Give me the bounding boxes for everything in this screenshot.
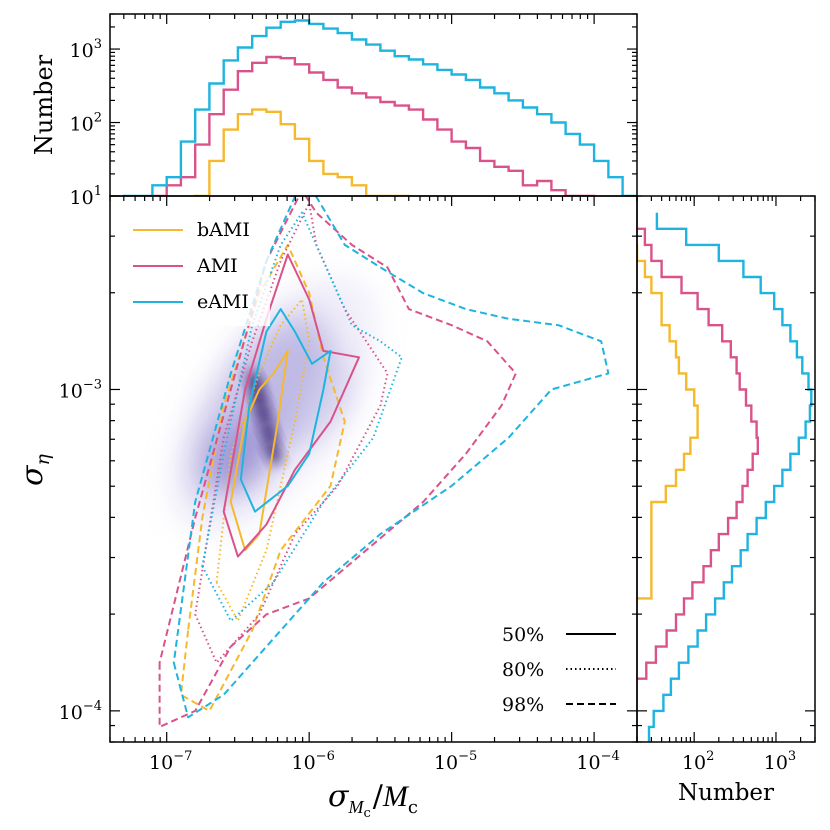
contour-ami-80 <box>194 202 389 664</box>
right-hist-eami <box>647 212 813 742</box>
right-histogram <box>637 212 813 742</box>
legend-label-ami: AMI <box>196 255 238 277</box>
contour-ami-98 <box>158 196 517 728</box>
svg-text:σMc/Mc: σMc/Mc <box>328 779 418 821</box>
level-legend-label-50: 50% <box>502 624 544 646</box>
contour-lines <box>158 196 610 728</box>
main-x-tick-label: 10−5 <box>434 749 477 774</box>
main-y-tick-labels: 10−4 10−3 <box>59 377 102 723</box>
top-panel-frame <box>109 13 638 197</box>
density-blob <box>206 416 270 492</box>
main-x-label-c: c <box>408 797 418 818</box>
main-y-label-sigma: σ <box>15 464 50 486</box>
legend-label-bami: bAMI <box>197 219 250 241</box>
main-y-tick-label: 10−3 <box>59 377 102 402</box>
main-x-label-M: M <box>382 780 410 813</box>
right-x-tick-label: 102 <box>682 749 714 774</box>
main-x-tick-label: 10−7 <box>149 749 192 774</box>
top-y-tick-label: 103 <box>70 37 102 62</box>
top-y-axis-label: Number <box>30 54 58 155</box>
right-hist-ami <box>637 227 759 680</box>
main-x-label-sigma: σ <box>328 779 350 814</box>
contour-bami-80 <box>215 298 311 622</box>
contour-eami-50 <box>239 308 332 513</box>
right-panel-frame <box>636 195 816 743</box>
density-peak <box>260 421 278 446</box>
top-hist-eami <box>122 19 637 196</box>
top-histogram <box>122 19 637 196</box>
axis-ticks <box>109 13 816 743</box>
top-y-tick-label: 102 <box>70 111 102 136</box>
top-y-tick-labels: 101 102 103 <box>70 37 102 209</box>
right-x-tick-label: 103 <box>764 749 796 774</box>
top-hist-bami <box>194 108 411 196</box>
main-x-tick-label: 10−4 <box>576 749 619 774</box>
density-peak <box>255 402 272 427</box>
contour-bami-50 <box>229 349 289 552</box>
level-legend-label-80: 80% <box>502 659 544 681</box>
main-x-label-sub: M <box>348 797 365 817</box>
level-legend-box <box>490 618 626 728</box>
right-x-axis-label: Number <box>678 780 774 806</box>
main-x-tick-labels: 10−7 10−6 10−5 10−4 <box>149 749 620 774</box>
top-hist-ami <box>151 55 596 196</box>
main-x-tick-label: 10−6 <box>291 749 334 774</box>
level-legend-label-98: 98% <box>502 694 544 716</box>
main-y-label-sub: η <box>32 453 54 465</box>
right-hist-bami <box>637 243 699 600</box>
contour-eami-98 <box>172 196 610 719</box>
contour-ami-50 <box>222 253 360 558</box>
top-y-tick-label: 101 <box>70 184 102 209</box>
main-y-tick-label: 10−4 <box>59 699 102 724</box>
contour-eami-80 <box>201 211 403 622</box>
right-x-tick-labels: 102 103 <box>682 749 796 774</box>
main-y-axis-label: ση <box>15 453 54 485</box>
contour-bami-98 <box>179 243 346 712</box>
main-x-axis-label: σMc/Mc <box>328 779 418 821</box>
density-heatmap <box>170 276 377 535</box>
svg-text:ση: ση <box>15 453 54 485</box>
legend-label-eami: eAMI <box>197 291 249 313</box>
level-legend: 50% 80% 98% <box>490 618 626 728</box>
series-legend: bAMI AMI eAMI <box>120 208 270 326</box>
main-x-label-sub2: c <box>364 806 371 821</box>
